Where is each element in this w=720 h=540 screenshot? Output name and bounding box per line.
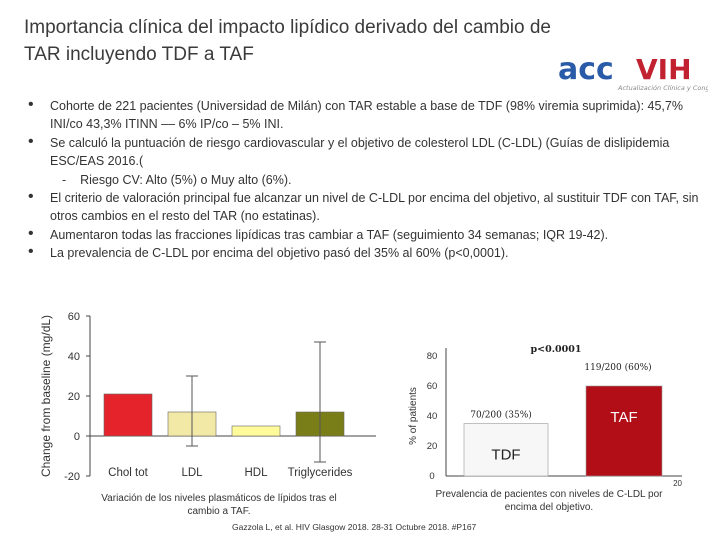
p-value-annotation: p<0.0001 — [531, 344, 582, 355]
sub-bullet-dash: - — [62, 172, 67, 187]
bullet-item: • Cohorte de 221 pacientes (Universidad … — [28, 96, 700, 134]
tdf-count-annotation: 70/200 (35%) — [470, 410, 532, 421]
right-chart-caption: Prevalencia de pacientes con niveles de … — [435, 489, 663, 513]
bar-tdf — [463, 423, 549, 477]
bar-hdl — [231, 425, 281, 437]
y-tick-label: 20 — [427, 441, 438, 452]
slide-title: Importancia clínica del impacto lipídico… — [24, 14, 704, 68]
bar-label-tdf: TDF — [491, 447, 520, 464]
bullet-dot-icon: • — [28, 188, 34, 206]
title-line-1: Importancia clínica del impacto lipídico… — [24, 17, 551, 38]
logo-vih-text: VIH — [636, 53, 692, 86]
acc-vih-logo: acc VIH Actualización Clínica y Congreso… — [558, 52, 708, 92]
y-tick-label: 20 — [68, 391, 80, 403]
bullet-dot-icon: • — [28, 243, 34, 261]
bullet-dot-icon: • — [28, 96, 34, 113]
logo-acc-text: acc — [558, 52, 614, 87]
bullet-dot-icon: • — [28, 224, 34, 242]
y-axis-title: % of patients — [408, 387, 419, 445]
bullet-text: Cohorte de 221 pacientes (Universidad de… — [50, 99, 683, 132]
bullet-item: • Se calculó la puntuación de riesgo car… — [28, 132, 700, 171]
x-category-label: Chol tot — [108, 467, 148, 479]
y-axis-title: Change from baseline (mg/dL) — [39, 315, 53, 477]
bullet-item: • Aumentaron todas las fracciones lipídi… — [28, 224, 700, 244]
sub-bullet-text: Riesgo CV: Alto (5%) o Muy alto (6%). — [80, 172, 292, 187]
y-tick-label: 80 — [427, 351, 438, 362]
bar-chol-tot — [103, 393, 153, 437]
y-tick-label: 40 — [68, 351, 80, 363]
y-tick-label: 0 — [429, 471, 434, 482]
bullet-item: • La prevalencia de C-LDL por encima del… — [28, 243, 700, 262]
bullet-dot-icon: • — [28, 132, 34, 150]
x-category-label: LDL — [181, 467, 203, 479]
y-tick-label: 60 — [427, 381, 438, 392]
bar-taf — [585, 385, 663, 477]
bullet-text: La prevalencia de C-LDL por encima del o… — [50, 246, 509, 261]
bullet-list: • Cohorte de 221 pacientes (Universidad … — [28, 96, 700, 263]
left-chart-caption: Variación de los niveles plasmáticos de … — [101, 493, 337, 517]
y-tick-label: 40 — [427, 411, 438, 422]
bullet-text: Aumentaron todas las fracciones lipídica… — [50, 227, 609, 242]
bullet-item: • El criterio de valoración principal fu… — [28, 188, 700, 226]
taf-count-annotation: 119/200 (60%) — [584, 362, 651, 373]
logo-tagline: Actualización Clínica y Congresos — [617, 84, 708, 92]
x-category-label: Triglycerides — [288, 467, 353, 479]
source-citation: Gazzola L, et al. HIV Glasgow 2018. 28-3… — [232, 522, 477, 532]
y-tick-label: 0 — [74, 431, 80, 443]
x-category-label: HDL — [244, 467, 268, 479]
bullet-text: El criterio de valoración principal fue … — [50, 191, 699, 224]
y-tick-label: -20 — [64, 471, 80, 483]
title-line-2: TAR incluyendo TDF a TAF — [24, 44, 254, 65]
sub-bullet-item: - Riesgo CV: Alto (5%) o Muy alto (6%). — [28, 171, 700, 189]
bullet-text: Se calculó la puntuación de riesgo cardi… — [50, 135, 670, 169]
ldl-prevalence-chart: 80 60 40 20 0 % of patients 20 TDF TAF 70/200 (35… — [408, 344, 683, 488]
y-tick-label: 60 — [68, 311, 80, 323]
lipid-change-chart: 60 40 20 0 -20 Change from baseline (mg/dL) Ch… — [39, 311, 376, 483]
x-corner-label: 20 — [673, 479, 682, 488]
bar-label-taf: TAF — [610, 409, 637, 426]
